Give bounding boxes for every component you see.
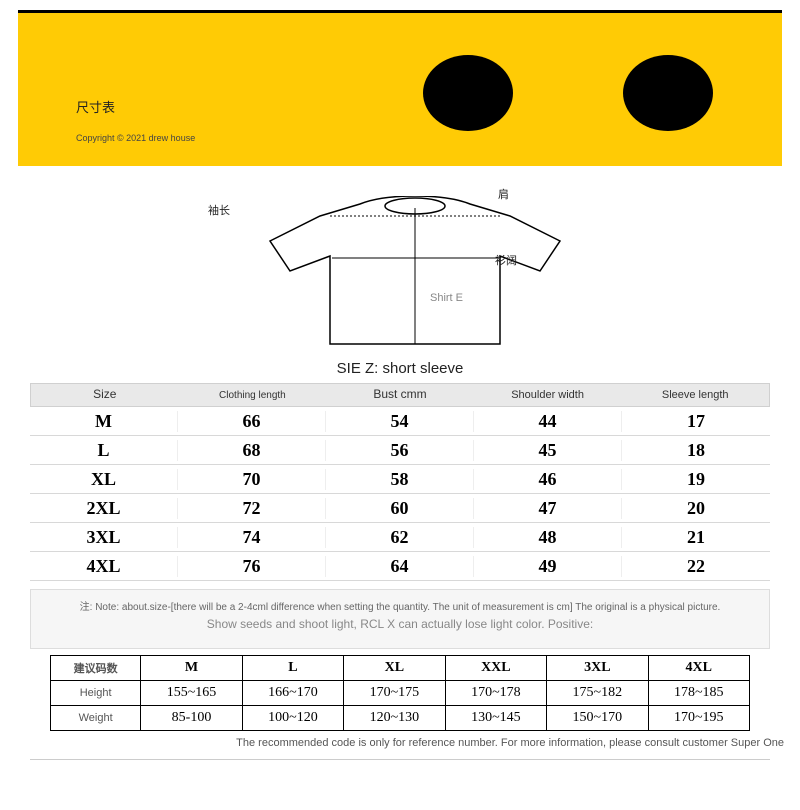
note-line-2: Show seeds and shoot light, RCL X can ac… bbox=[41, 617, 759, 631]
size-row: 2XL72604720 bbox=[30, 494, 770, 523]
recommendation-table: 建议码数 M L XL XXL 3XL 4XL Height 155~165 1… bbox=[50, 655, 750, 731]
size-row: XL70584619 bbox=[30, 465, 770, 494]
size-row: M66544417 bbox=[30, 407, 770, 436]
size-cell: 66 bbox=[178, 411, 326, 432]
size-cell: 18 bbox=[622, 440, 770, 461]
rec-h-2: 170~175 bbox=[344, 681, 445, 706]
size-cell: 2XL bbox=[30, 498, 178, 519]
note-text-1: Note: about.size-[there will be a 2-4cml… bbox=[95, 602, 720, 613]
size-table-header: Size Clothing length Bust cmm Shoulder w… bbox=[30, 383, 770, 407]
rec-size-5: 4XL bbox=[648, 656, 749, 681]
size-cell: 74 bbox=[178, 527, 326, 548]
size-cell: 4XL bbox=[30, 556, 178, 577]
size-cell: 20 bbox=[622, 498, 770, 519]
rec-h-5: 178~185 bbox=[648, 681, 749, 706]
col-sleeve: Sleeve length bbox=[621, 389, 769, 401]
size-cell: L bbox=[30, 440, 178, 461]
size-cell: 76 bbox=[178, 556, 326, 577]
rec-header-label: 建议码数 bbox=[51, 656, 141, 681]
size-table: Size Clothing length Bust cmm Shoulder w… bbox=[30, 383, 770, 581]
size-cell: 3XL bbox=[30, 527, 178, 548]
col-size: Size bbox=[31, 388, 179, 401]
col-shoulder: Shoulder width bbox=[474, 389, 622, 401]
size-cell: 58 bbox=[326, 469, 474, 490]
rec-row-label-height: Height bbox=[51, 681, 141, 706]
size-cell: 49 bbox=[474, 556, 622, 577]
size-cell: 46 bbox=[474, 469, 622, 490]
size-cell: 19 bbox=[622, 469, 770, 490]
rec-w-0: 85-100 bbox=[141, 706, 242, 731]
header-band: 尺寸表 Copyright © 2021 drew house bbox=[18, 10, 782, 166]
rec-w-4: 150~170 bbox=[547, 706, 648, 731]
size-cell: 72 bbox=[178, 498, 326, 519]
size-row: 3XL74624821 bbox=[30, 523, 770, 552]
rec-w-3: 130~145 bbox=[445, 706, 546, 731]
rec-w-5: 170~195 bbox=[648, 706, 749, 731]
bottom-frame bbox=[30, 759, 770, 795]
shirt-outline-icon bbox=[250, 196, 580, 346]
shirt-diagram: 肩 袖长 衫阔 Shirt E bbox=[100, 176, 700, 356]
rec-size-2: XL bbox=[344, 656, 445, 681]
size-cell: 17 bbox=[622, 411, 770, 432]
note-prefix: 注: bbox=[80, 602, 93, 613]
face-eye-left bbox=[423, 55, 513, 131]
size-cell: 68 bbox=[178, 440, 326, 461]
size-cell: 47 bbox=[474, 498, 622, 519]
size-cell: 54 bbox=[326, 411, 474, 432]
rec-size-3: XXL bbox=[445, 656, 546, 681]
rec-size-0: M bbox=[141, 656, 242, 681]
rec-weight-row: Weight 85-100 100~120 120~130 130~145 15… bbox=[51, 706, 750, 731]
label-shoulder: 肩 bbox=[498, 186, 509, 202]
size-row: 4XL76644922 bbox=[30, 552, 770, 581]
rec-size-4: 3XL bbox=[547, 656, 648, 681]
rec-height-row: Height 155~165 166~170 170~175 170~178 1… bbox=[51, 681, 750, 706]
rec-w-1: 100~120 bbox=[242, 706, 343, 731]
rec-size-1: L bbox=[242, 656, 343, 681]
rec-header-row: 建议码数 M L XL XXL 3XL 4XL bbox=[51, 656, 750, 681]
size-cell: 44 bbox=[474, 411, 622, 432]
header-title: 尺寸表 bbox=[76, 97, 115, 116]
note-box: 注: Note: about.size-[there will be a 2-4… bbox=[30, 589, 770, 649]
size-cell: 48 bbox=[474, 527, 622, 548]
col-length: Clothing length bbox=[179, 390, 327, 401]
header-copyright: Copyright © 2021 drew house bbox=[76, 133, 195, 143]
face-eye-right bbox=[623, 55, 713, 131]
size-cell: 62 bbox=[326, 527, 474, 548]
note-line-1: 注: Note: about.size-[there will be a 2-4… bbox=[41, 598, 759, 613]
size-cell: 22 bbox=[622, 556, 770, 577]
size-cell: M bbox=[30, 411, 178, 432]
size-row: L68564518 bbox=[30, 436, 770, 465]
size-cell: 64 bbox=[326, 556, 474, 577]
rec-h-4: 175~182 bbox=[547, 681, 648, 706]
rec-row-label-weight: Weight bbox=[51, 706, 141, 731]
label-body: Shirt E bbox=[430, 292, 463, 304]
col-bust: Bust cmm bbox=[326, 388, 474, 401]
rec-h-1: 166~170 bbox=[242, 681, 343, 706]
footer-note: The recommended code is only for referen… bbox=[0, 737, 790, 749]
size-cell: 56 bbox=[326, 440, 474, 461]
size-cell: 21 bbox=[622, 527, 770, 548]
label-sleeve: 袖长 bbox=[208, 202, 230, 218]
label-chest: 衫阔 bbox=[495, 252, 517, 268]
size-cell: 45 bbox=[474, 440, 622, 461]
rec-w-2: 120~130 bbox=[344, 706, 445, 731]
chart-subtitle: SIE Z: short sleeve bbox=[0, 360, 800, 377]
size-cell: 60 bbox=[326, 498, 474, 519]
size-cell: 70 bbox=[178, 469, 326, 490]
size-cell: XL bbox=[30, 469, 178, 490]
rec-h-0: 155~165 bbox=[141, 681, 242, 706]
rec-h-3: 170~178 bbox=[445, 681, 546, 706]
